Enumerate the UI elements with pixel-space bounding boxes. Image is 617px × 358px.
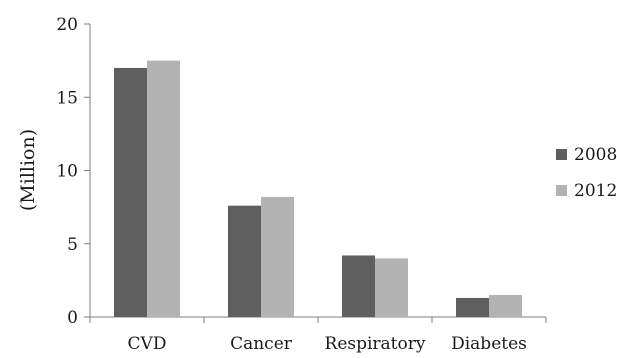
x-axis: CVD Cancer Respiratory Diabetes — [89, 316, 547, 354]
bar-2012-respiratory — [375, 258, 408, 317]
bars — [114, 60, 522, 317]
bar-2008-cvd — [114, 67, 147, 317]
bar-2012-cvd — [147, 60, 180, 317]
x-tick-label: Cancer — [230, 334, 293, 354]
legend-label: 2012 — [574, 181, 617, 201]
legend-swatch — [556, 149, 567, 160]
legend: 2008 2012 — [556, 145, 617, 201]
y-tick-label: 20 — [56, 15, 78, 35]
y-axis: 0 5 10 15 20 — [56, 15, 91, 328]
bar-2012-diabetes — [489, 295, 522, 317]
y-tick-label: 10 — [56, 162, 78, 182]
y-tick-label: 15 — [56, 88, 78, 108]
x-tick-label: CVD — [128, 334, 167, 354]
legend-label: 2008 — [574, 145, 617, 165]
bar-2008-respiratory — [342, 255, 375, 317]
y-tick-label: 0 — [67, 308, 78, 328]
x-tick-label: Diabetes — [451, 334, 527, 354]
x-tick-label: Respiratory — [325, 334, 426, 354]
bar-2008-cancer — [228, 205, 261, 317]
y-axis-title: (Million) — [17, 129, 39, 211]
legend-swatch — [556, 185, 567, 196]
y-tick-label: 5 — [67, 235, 78, 255]
bar-2012-cancer — [261, 196, 294, 317]
bar-2008-diabetes — [456, 297, 489, 317]
